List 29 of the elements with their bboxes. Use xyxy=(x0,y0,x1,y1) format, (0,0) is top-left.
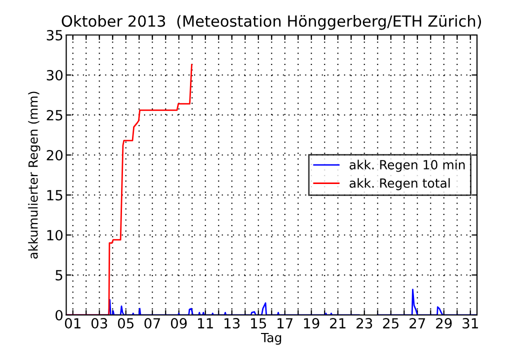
x-tick-label: 19 xyxy=(304,318,320,329)
y-tick-label: 5 xyxy=(56,270,62,280)
y-tick-label: 10 xyxy=(47,230,63,240)
x-tick-label: 23 xyxy=(356,318,372,329)
x-tick-label: 29 xyxy=(436,318,452,329)
x-tick-label: 25 xyxy=(383,318,398,329)
x-tick-label: 07 xyxy=(144,318,160,329)
y-tick-label: 0 xyxy=(56,310,63,320)
chart-title: Oktober 2013 (Meteostation Hönggerberg/ETH Zürich) xyxy=(62,15,481,30)
y-axis-title: akkumulierter Regen (mm) xyxy=(28,92,40,259)
x-tick-label: 11 xyxy=(198,318,213,328)
x-tick-label: 15 xyxy=(251,318,266,329)
x-tick-label: 27 xyxy=(410,318,426,328)
y-tick-label: 25 xyxy=(46,110,62,120)
x-tick-label: 09 xyxy=(170,318,187,329)
x-axis-title: Tag xyxy=(261,332,282,345)
legend-label: akk. Regen 10 min xyxy=(350,160,465,172)
x-tick-label: 17 xyxy=(278,318,293,328)
y-tick-label: 15 xyxy=(47,190,62,200)
y-tick-label: 35 xyxy=(46,30,62,40)
x-tick-label: 21 xyxy=(330,318,346,328)
x-tick-label: 13 xyxy=(224,318,240,329)
x-tick-label: 05 xyxy=(118,318,134,329)
x-tick-label: 01 xyxy=(64,318,80,329)
x-tick-label: 03 xyxy=(91,318,108,329)
y-tick-label: 20 xyxy=(46,150,63,160)
legend-label: akk. Regen total xyxy=(350,178,450,190)
y-tick-label: 30 xyxy=(46,70,63,80)
x-tick-label: 31 xyxy=(462,318,478,329)
